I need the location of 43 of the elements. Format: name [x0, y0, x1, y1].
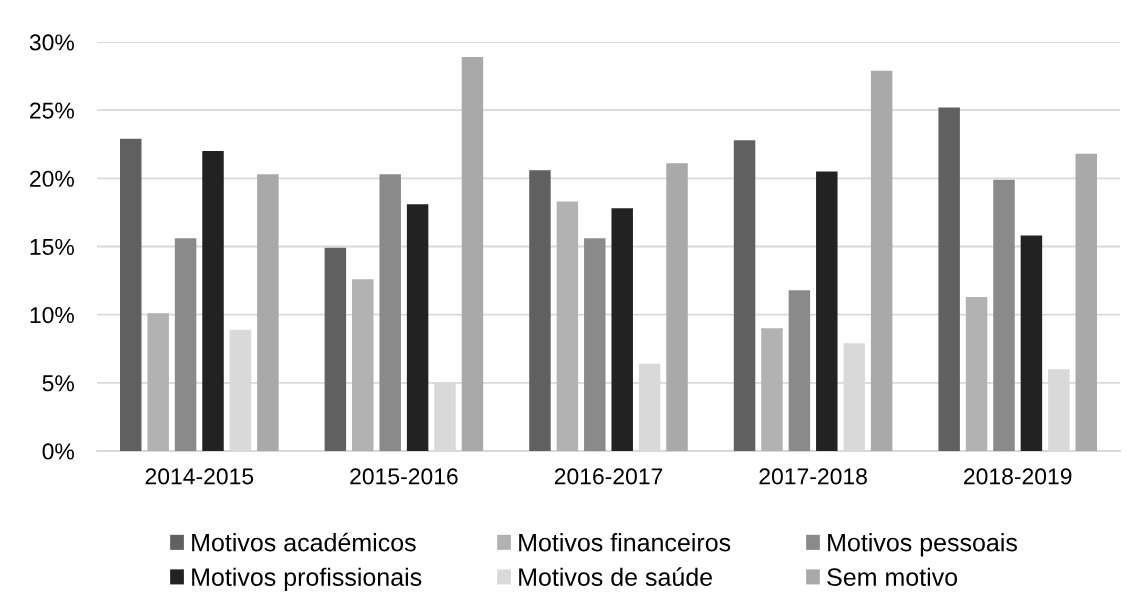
bar: [611, 208, 633, 451]
bar: [556, 201, 579, 451]
y-tick-label: 15%: [30, 238, 74, 256]
x-tick-label: 2018-2019: [964, 468, 1072, 485]
bar: [461, 57, 484, 451]
bar: [1020, 235, 1043, 451]
y-tick-label: 25%: [30, 102, 74, 119]
legend-label: Motivos académicos: [192, 532, 416, 552]
legend-label: Motivos financeiros: [519, 533, 731, 552]
x-tick-label: 2015-2016: [350, 468, 458, 485]
bar: [147, 313, 169, 451]
bar: [733, 140, 756, 451]
bar: [257, 174, 279, 451]
bar: [965, 296, 988, 451]
legend-label: Sem motivo: [827, 567, 958, 586]
bar: [788, 290, 811, 451]
x-tick-label: 2014-2015: [145, 468, 254, 485]
y-tick-label: 30%: [29, 34, 74, 51]
y-tick-label: 20%: [30, 170, 74, 187]
bar: [666, 163, 688, 451]
bar: [761, 328, 783, 451]
bar: [174, 238, 197, 451]
bar: [993, 179, 1015, 451]
bar: [379, 174, 401, 451]
bar: [870, 70, 893, 451]
y-tick-label: 10%: [30, 306, 74, 324]
x-tick-label: 2016-2017: [554, 468, 663, 485]
legend-label: Motivos pessoais: [828, 533, 1017, 557]
bar: [352, 279, 374, 451]
bar: [529, 170, 551, 451]
legend-label: Motivos profissionais: [192, 567, 422, 591]
bar: [584, 238, 606, 451]
y-tick-label: 0%: [42, 443, 74, 460]
x-tick-label: 2017-2018: [759, 468, 867, 485]
y-tick-label: 5%: [42, 375, 74, 392]
bar: [816, 171, 838, 451]
bar: [120, 138, 142, 451]
bar: [324, 247, 347, 451]
bar: [202, 151, 224, 451]
bar: [406, 204, 429, 451]
bar: [1075, 153, 1097, 451]
legend-label: Motivos de saúde: [519, 567, 712, 586]
bar: [938, 107, 960, 451]
